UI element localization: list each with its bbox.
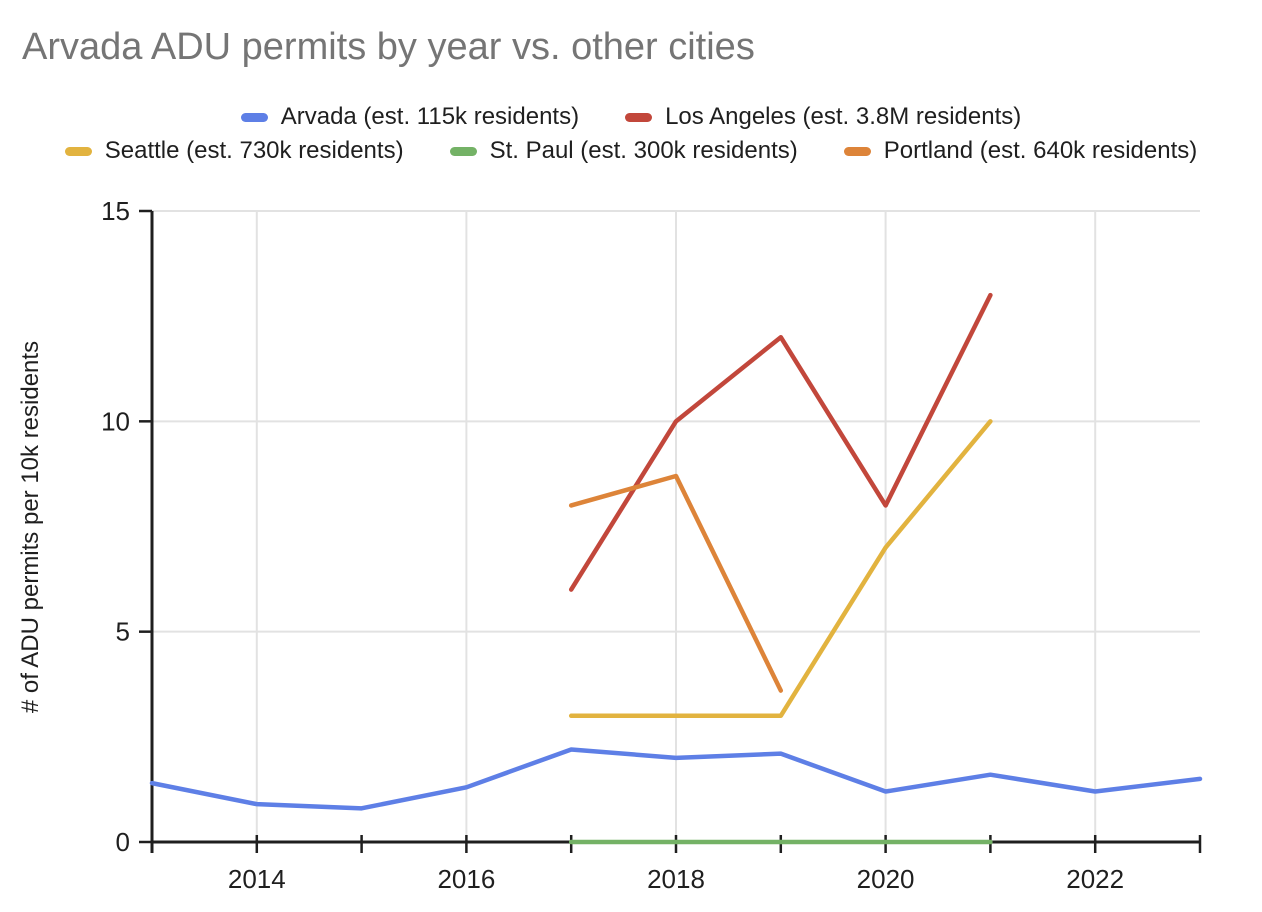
x-tick-label: 2016: [437, 864, 495, 894]
legend-item-arvada: Arvada (est. 115k residents): [240, 102, 580, 132]
legend-label-portland: Portland (est. 640k residents): [883, 137, 1198, 164]
x-tick-label: 2014: [228, 864, 286, 894]
series-line-los-angeles: [568, 292, 993, 592]
legend-item-portland: Portland (est. 640k residents): [843, 136, 1198, 166]
legend-label-los-angeles: Los Angeles (est. 3.8M residents): [665, 103, 1022, 130]
legend-swatch-arvada: [240, 112, 268, 122]
legend-label-st-paul: St. Paul (est. 300k residents): [489, 137, 798, 164]
legend-row: Seattle (est. 730k residents) St. Paul (e…: [0, 136, 1262, 166]
series-line-seattle: [568, 419, 993, 719]
y-tick-label: 10: [101, 406, 130, 436]
legend-label-arvada: Arvada (est. 115k residents): [280, 103, 580, 130]
legend-swatch-seattle: [64, 146, 92, 156]
x-tick-label: 2018: [647, 864, 705, 894]
x-tick-label: 2022: [1066, 864, 1124, 894]
y-tick-label: 5: [116, 617, 130, 647]
legend-swatch-los-angeles: [625, 112, 653, 122]
legend-swatch-portland: [843, 146, 871, 156]
x-tick-label: 2020: [857, 864, 915, 894]
series-line-arvada: [149, 747, 1203, 811]
chart-title: Arvada ADU permits by year vs. other cit…: [22, 26, 755, 68]
legend-item-st-paul: St. Paul (est. 300k residents): [449, 136, 798, 166]
legend-label-seattle: Seattle (est. 730k residents): [104, 137, 404, 164]
legend-item-seattle: Seattle (est. 730k residents): [64, 136, 404, 166]
series-line-portland: [568, 473, 784, 693]
legend-row: Arvada (est. 115k residents) Los Angeles …: [0, 102, 1262, 132]
chart-legend: Arvada (est. 115k residents) Los Angeles …: [0, 102, 1262, 166]
legend-swatch-st-paul: [449, 146, 477, 156]
legend-item-los-angeles: Los Angeles (est. 3.8M residents): [625, 102, 1021, 132]
y-tick-label: 0: [116, 827, 130, 857]
y-tick-label: 15: [101, 196, 130, 226]
